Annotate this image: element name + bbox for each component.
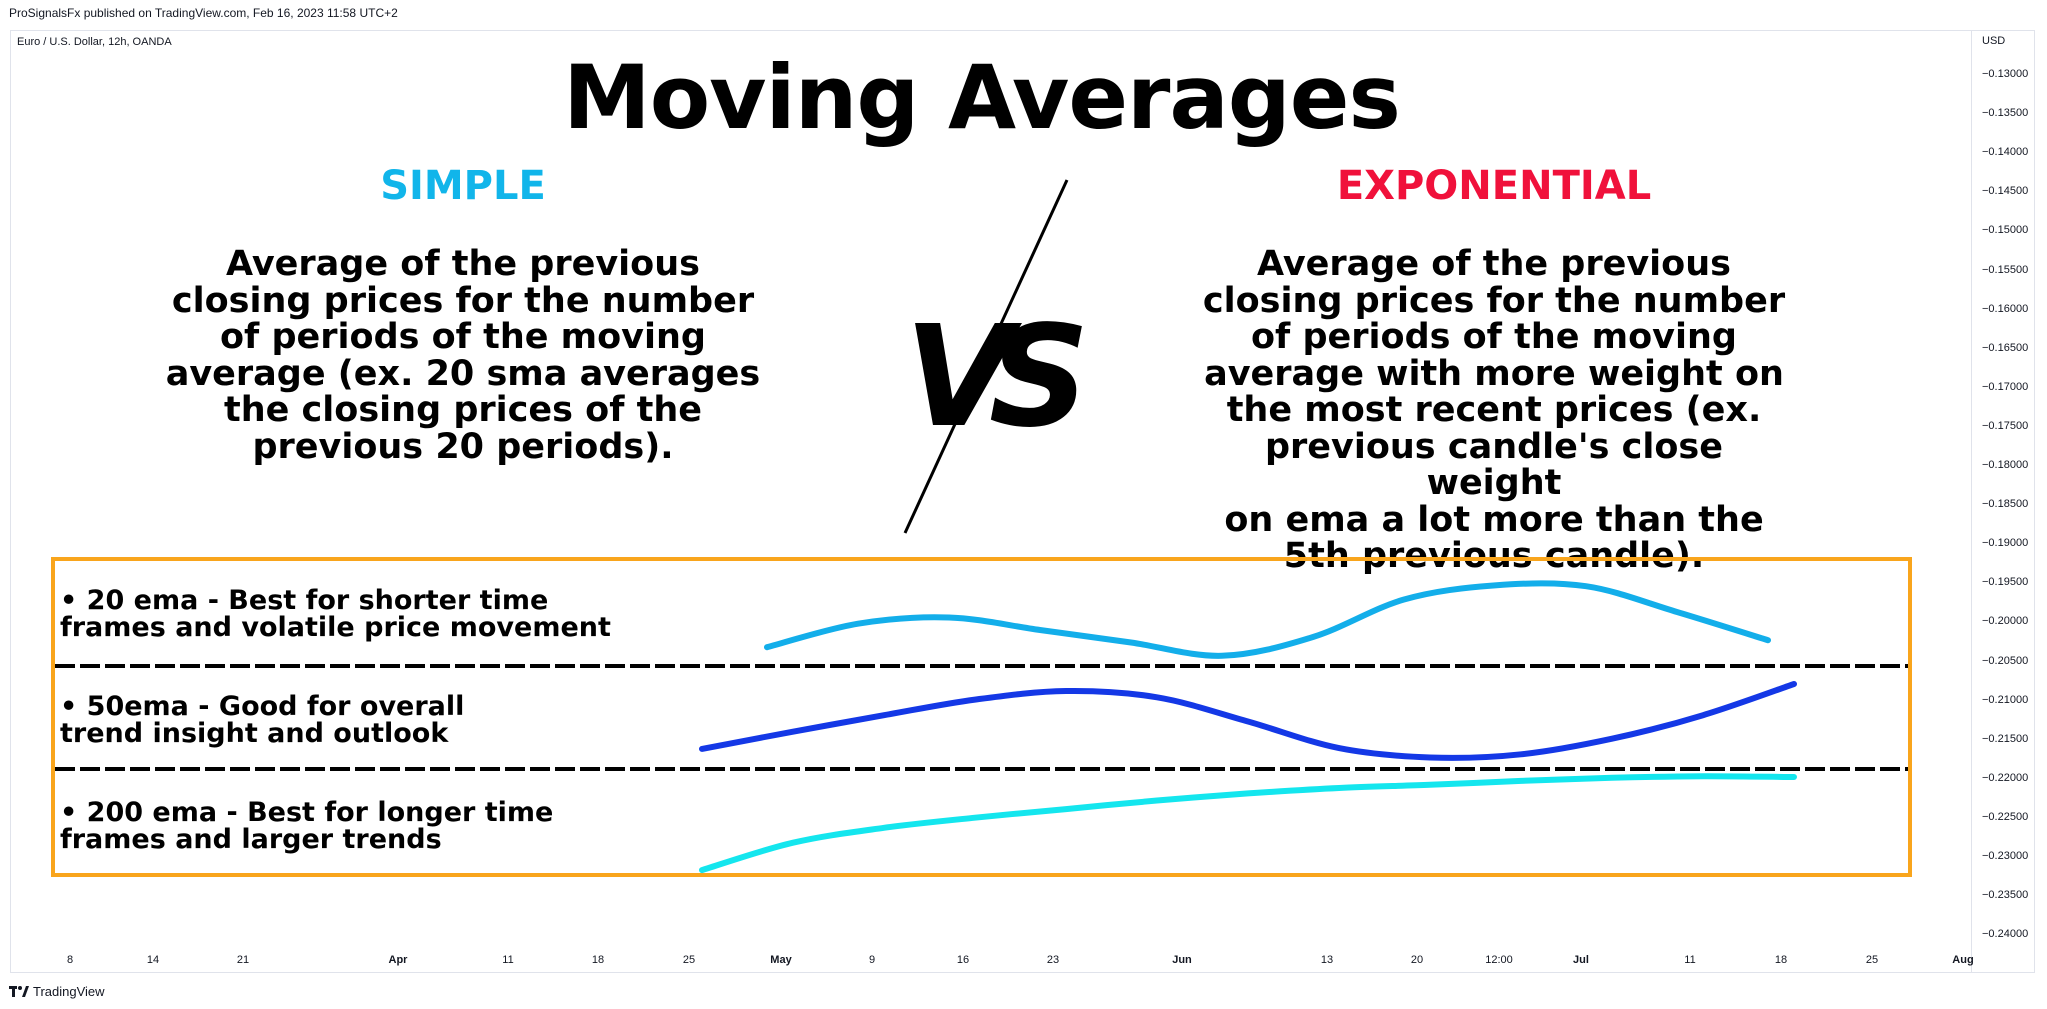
price-tick: −0.20000 xyxy=(1982,615,2029,628)
exponential-description-line: on ema a lot more than the xyxy=(1224,499,1764,540)
symbol-label[interactable]: Euro / U.S. Dollar, 12h, OANDA xyxy=(17,36,172,48)
ema20-label-line1: • 20 ema - Best for shorter time xyxy=(60,585,549,616)
ema200-label-line1: • 200 ema - Best for longer time xyxy=(60,797,554,828)
ema20-label-line2: frames and volatile price movement xyxy=(60,612,611,643)
ema200-label: • 200 ema - Best for longer time frames … xyxy=(60,799,553,853)
exponential-description-line: Average of the previous xyxy=(1257,244,1731,284)
versus-slash xyxy=(903,179,1069,534)
price-tick: −0.23000 xyxy=(1982,850,2029,862)
price-tick: −0.19000 xyxy=(1982,537,2029,550)
simple-description-line: closing prices for the number xyxy=(171,280,755,321)
ema50-label: • 50ema - Good for overall trend insight… xyxy=(60,693,464,747)
exponential-description-line: average with more weight on xyxy=(1204,353,1784,394)
time-tick: 23 xyxy=(1046,954,1060,966)
chart-title: Moving Averages xyxy=(563,46,1401,149)
time-tick: 11 xyxy=(1684,954,1696,966)
price-tick: −0.13000 xyxy=(1982,68,2029,80)
price-tick: −0.14500 xyxy=(1982,185,2029,198)
price-tick: −0.15000 xyxy=(1982,224,2029,237)
simple-heading: SIMPLE xyxy=(380,163,546,209)
price-tick: −0.18500 xyxy=(1982,498,2029,511)
ema50-label-line2: trend insight and outlook xyxy=(60,718,449,749)
simple-description: Average of the previous closing prices f… xyxy=(163,246,763,465)
time-tick: Jun xyxy=(1172,954,1192,966)
price-tick: −0.16500 xyxy=(1982,341,2029,354)
time-tick: 12:00 xyxy=(1485,954,1513,966)
time-tick: 11 xyxy=(502,954,514,966)
versus-label: VS xyxy=(904,296,1082,459)
tradingview-brand: TradingView xyxy=(33,984,105,999)
time-tick: 25 xyxy=(682,954,696,966)
time-tick: 16 xyxy=(956,954,970,966)
price-tick: −0.22500 xyxy=(1982,810,2029,823)
price-tick: −0.16000 xyxy=(1982,302,2029,315)
time-tick: 8 xyxy=(66,954,74,966)
time-tick: Aug xyxy=(1952,954,1974,966)
versus-graphic: VS xyxy=(903,179,1090,534)
exponential-description-line: closing prices for the number xyxy=(1202,280,1786,321)
tradingview-logo[interactable]: TradingView xyxy=(9,984,105,999)
price-tick: −0.23500 xyxy=(1982,889,2029,902)
time-tick: 18 xyxy=(591,954,605,966)
tradingview-logo-icon xyxy=(9,985,29,997)
publish-caption: ProSignalsFx published on TradingView.co… xyxy=(9,6,398,20)
ema50-label-line1: • 50ema - Good for overall xyxy=(60,691,465,722)
time-tick: May xyxy=(770,954,792,966)
price-tick: −0.17500 xyxy=(1982,419,2029,432)
ema200-label-line2: frames and larger trends xyxy=(60,824,442,855)
price-tick: −0.24000 xyxy=(1982,928,2029,941)
chart-frame xyxy=(10,30,2035,973)
currency-label: USD xyxy=(1982,35,2006,47)
simple-description-line: average (ex. 20 sma averages xyxy=(165,353,761,394)
price-tick: −0.20500 xyxy=(1982,654,2029,667)
exponential-heading: EXPONENTIAL xyxy=(1336,163,1652,209)
price-tick: −0.13500 xyxy=(1982,107,2029,120)
price-tick: −0.15500 xyxy=(1982,263,2029,276)
exponential-description-line: the most recent prices (ex. xyxy=(1226,390,1762,430)
time-tick: 9 xyxy=(868,954,876,966)
simple-description-line: previous 20 periods). xyxy=(252,426,674,467)
price-tick: −0.21000 xyxy=(1982,693,2029,706)
ma-comparison-box xyxy=(51,557,1912,877)
exponential-description-line: previous candle's close weight xyxy=(1264,426,1723,503)
price-tick: −0.17000 xyxy=(1982,380,2029,393)
simple-description-line: the closing prices of the xyxy=(223,390,702,430)
time-tick: 18 xyxy=(1774,954,1788,966)
time-tick: Apr xyxy=(388,954,408,966)
price-tick: −0.14000 xyxy=(1982,146,2029,159)
exponential-description-line: of periods of the moving xyxy=(1251,317,1737,357)
simple-description-line: of periods of the moving xyxy=(220,317,706,357)
exponential-description-line: 5th previous candle). xyxy=(1283,536,1705,576)
simple-description-line: Average of the previous xyxy=(226,244,700,284)
price-tick: −0.18000 xyxy=(1982,459,2029,471)
price-tick: −0.21500 xyxy=(1982,732,2029,745)
time-tick: Jul xyxy=(1573,954,1589,966)
time-tick: 14 xyxy=(146,954,160,966)
time-tick: 21 xyxy=(236,954,250,966)
time-tick: 20 xyxy=(1410,954,1424,966)
price-tick: −0.19500 xyxy=(1982,576,2029,589)
ema20-label: • 20 ema - Best for shorter time frames … xyxy=(60,587,611,641)
exponential-description: Average of the previous closing prices f… xyxy=(1194,246,1794,575)
time-tick: 25 xyxy=(1865,954,1879,966)
price-tick: −0.22000 xyxy=(1982,771,2029,784)
time-tick: 13 xyxy=(1320,954,1334,966)
price-axis-divider xyxy=(1971,30,1972,973)
